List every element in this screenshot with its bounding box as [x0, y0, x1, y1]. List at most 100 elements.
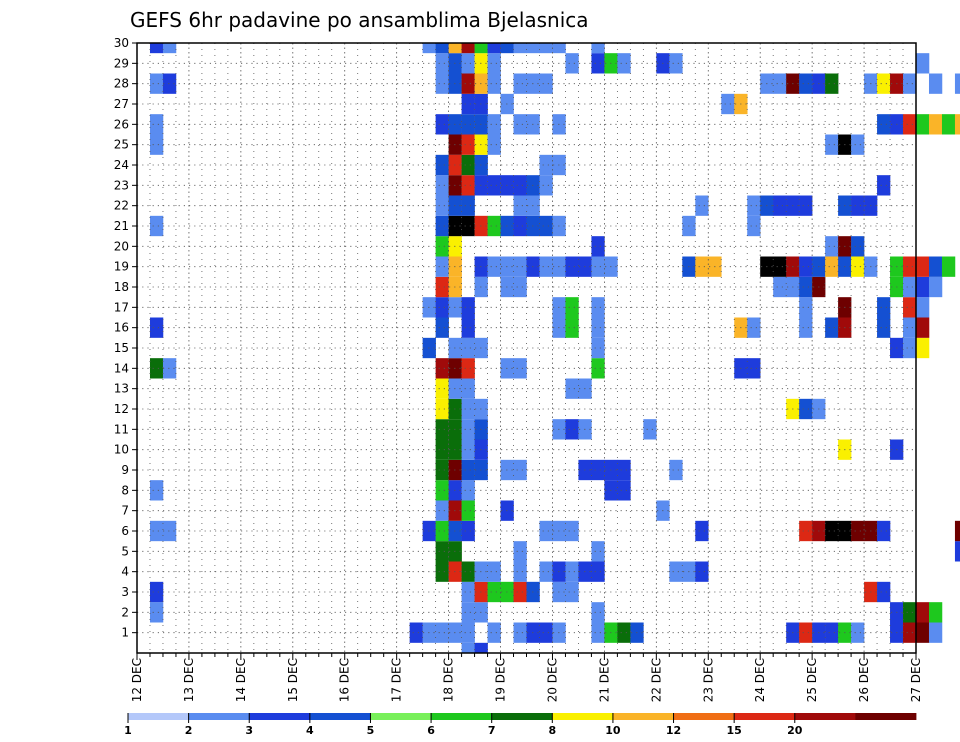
heatmap-cell [565, 378, 579, 399]
heatmap-cell [773, 73, 787, 94]
heatmap-cell [591, 602, 605, 623]
colorbar-swatch [249, 713, 311, 720]
heatmap-cell [552, 43, 566, 54]
heatmap-cell [695, 520, 709, 542]
colorbar-swatch [309, 713, 371, 720]
heatmap-cell [851, 236, 865, 257]
y-tick-label: 22 [114, 199, 129, 213]
heatmap-cell [669, 53, 683, 74]
heatmap-cell [747, 317, 761, 338]
y-tick-label: 28 [114, 77, 129, 91]
heatmap-cell [928, 114, 943, 135]
heatmap-cell [435, 236, 449, 257]
heatmap-cell [825, 73, 839, 94]
x-tick-label: 14 DEC [234, 658, 248, 702]
heatmap-cell [149, 581, 164, 603]
heatmap-cell [591, 43, 605, 54]
heatmap-cell [435, 398, 449, 420]
heatmap-cell [435, 439, 449, 460]
heatmap-cell [461, 154, 475, 176]
heatmap-cell [617, 480, 631, 501]
heatmap-cell [513, 541, 527, 562]
heatmap-cell [799, 398, 813, 420]
heatmap-cell [747, 195, 761, 216]
colorbar-label: 8 [548, 724, 556, 737]
heatmap-cell [435, 215, 449, 237]
heatmap-cell [435, 561, 449, 582]
heatmap-cell [487, 622, 501, 643]
y-tick-label: 6 [121, 524, 129, 538]
heatmap-cell [954, 114, 960, 135]
colorbar-swatch [673, 713, 735, 720]
heatmap-cell [487, 43, 501, 54]
heatmap-cell [591, 561, 605, 582]
x-tick-label: 15 DEC [286, 658, 300, 702]
heatmap-cell [539, 215, 553, 237]
heatmap-cell [799, 297, 813, 318]
heatmap-cell [565, 53, 579, 74]
heatmap-cell [825, 622, 839, 643]
colorbar-label: 15 [726, 724, 741, 737]
x-tick-label: 16 DEC [338, 658, 352, 702]
heatmap-cell [954, 520, 960, 542]
x-tick-label: 27 DEC [909, 658, 923, 702]
heatmap-cell [565, 419, 579, 440]
heatmap-cell [461, 622, 475, 643]
heatmap-cell [474, 642, 488, 653]
heatmap-cell [539, 73, 553, 94]
heatmap-cell [461, 317, 475, 338]
y-tick-label: 16 [114, 321, 129, 335]
heatmap-cell [461, 73, 475, 94]
heatmap-cell [461, 500, 475, 521]
colorbar-label: 1 [124, 724, 132, 737]
colorbar-legend: 1 2 3 4 5 6 7 8 10 12 15 20 [124, 713, 917, 737]
heatmap-cell [695, 561, 709, 582]
heatmap-cell [565, 581, 579, 603]
heatmap-cell [903, 114, 917, 135]
heatmap-cell [799, 256, 813, 277]
heatmap-cell [461, 602, 475, 623]
y-tick-label: 23 [114, 178, 129, 192]
x-tick-label: 19 DEC [494, 658, 508, 702]
heatmap-cell [461, 43, 475, 54]
y-tick-label: 12 [114, 402, 129, 416]
heatmap-cell [487, 581, 501, 603]
heatmap-cell [773, 195, 787, 216]
y-tick-label: 15 [114, 341, 129, 355]
heatmap-cell [877, 520, 891, 542]
y-tick-label: 27 [114, 97, 129, 111]
heatmap-cell [513, 73, 527, 94]
heatmap-cell [941, 256, 956, 277]
y-tick-label: 14 [114, 361, 129, 375]
heatmap-cell [565, 297, 579, 318]
heatmap-cell [903, 297, 917, 318]
colorbar-label: 20 [787, 724, 803, 737]
heatmap-cell [448, 43, 462, 54]
heatmap-cell [149, 215, 164, 237]
colorbar-swatch [491, 713, 553, 720]
heatmap-cell [162, 73, 177, 94]
heatmap-cell [500, 43, 514, 54]
colorbar-label: 4 [306, 724, 314, 737]
heatmap-cell [487, 53, 501, 74]
heatmap-cell [851, 520, 865, 542]
heatmap-cell [799, 195, 813, 216]
x-tick-label: 26 DEC [857, 658, 871, 702]
heatmap-cell [617, 53, 631, 74]
colorbar-swatch [188, 713, 250, 720]
heatmap-cell [149, 43, 164, 54]
heatmap-cell [903, 602, 917, 623]
heatmap-cell [149, 134, 164, 155]
y-tick-label: 3 [121, 585, 129, 599]
heatmap-cell [461, 378, 475, 399]
heatmap-cell [565, 317, 579, 338]
heatmap-cell [149, 480, 164, 501]
heatmap-cell [539, 154, 553, 176]
heatmap-cell [487, 256, 501, 277]
heatmap-cell [435, 154, 449, 176]
heatmap-cell [669, 561, 683, 582]
heatmap-cell [513, 358, 527, 379]
x-tick-label: 23 DEC [701, 658, 715, 702]
heatmap-cell [435, 541, 449, 562]
heatmap-cell [539, 175, 553, 196]
